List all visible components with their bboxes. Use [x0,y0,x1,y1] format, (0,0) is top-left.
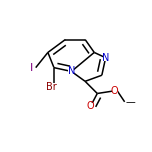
FancyBboxPatch shape [103,54,109,61]
Text: I: I [30,63,34,73]
Text: N: N [68,66,75,76]
FancyBboxPatch shape [88,103,93,110]
Text: —: — [125,97,135,107]
Text: O: O [87,101,94,111]
FancyBboxPatch shape [112,88,118,94]
Text: N: N [102,53,109,63]
Text: Br: Br [46,82,57,92]
FancyBboxPatch shape [47,83,56,90]
Text: O: O [111,86,119,96]
FancyBboxPatch shape [29,64,34,71]
FancyBboxPatch shape [68,68,74,75]
